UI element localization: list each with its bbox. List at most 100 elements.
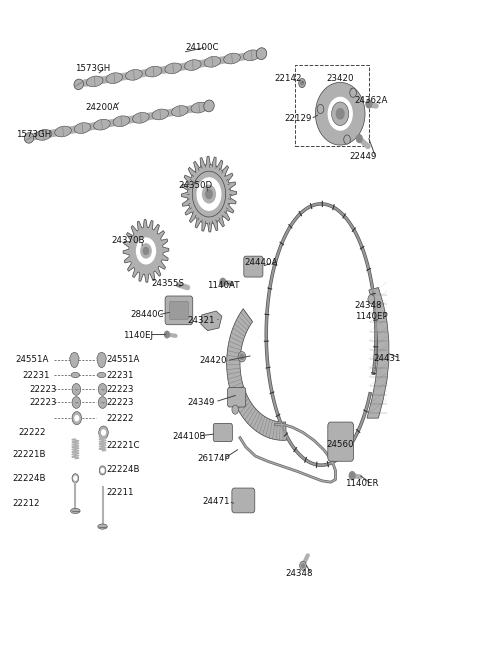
- Ellipse shape: [35, 129, 52, 140]
- Circle shape: [203, 185, 216, 203]
- Ellipse shape: [165, 63, 181, 73]
- Polygon shape: [181, 156, 237, 232]
- Text: 22223: 22223: [29, 398, 57, 407]
- Circle shape: [98, 384, 107, 396]
- FancyBboxPatch shape: [228, 388, 246, 407]
- Text: 24551A: 24551A: [107, 355, 140, 364]
- Text: 22231: 22231: [23, 371, 50, 380]
- Ellipse shape: [191, 102, 207, 113]
- Circle shape: [332, 102, 349, 125]
- Circle shape: [141, 244, 151, 258]
- Circle shape: [336, 108, 344, 119]
- Text: 24348: 24348: [286, 569, 313, 578]
- Circle shape: [299, 79, 305, 88]
- FancyBboxPatch shape: [244, 256, 263, 277]
- Text: 24440A: 24440A: [245, 258, 278, 267]
- Text: 1140EP: 1140EP: [355, 312, 387, 321]
- Text: 24100C: 24100C: [185, 43, 218, 52]
- Text: 22211: 22211: [107, 488, 134, 497]
- Circle shape: [366, 100, 372, 108]
- Polygon shape: [123, 220, 169, 282]
- Text: 22223: 22223: [29, 385, 57, 394]
- Ellipse shape: [224, 53, 240, 64]
- Circle shape: [75, 415, 79, 420]
- Circle shape: [74, 476, 77, 480]
- Circle shape: [240, 354, 244, 359]
- Text: 22129: 22129: [285, 114, 312, 123]
- Ellipse shape: [152, 109, 168, 120]
- Text: 24370B: 24370B: [111, 236, 144, 245]
- Text: 24410B: 24410B: [172, 432, 206, 441]
- Circle shape: [317, 104, 324, 113]
- Text: 26174P: 26174P: [197, 454, 229, 463]
- Circle shape: [72, 397, 81, 408]
- Circle shape: [300, 81, 303, 85]
- Circle shape: [102, 430, 106, 435]
- Circle shape: [238, 352, 246, 362]
- Ellipse shape: [55, 126, 72, 137]
- Text: 22142: 22142: [275, 74, 302, 83]
- Text: 28440C: 28440C: [130, 310, 164, 319]
- Ellipse shape: [94, 119, 110, 130]
- Circle shape: [136, 238, 156, 264]
- Circle shape: [98, 397, 107, 408]
- Text: 1573GH: 1573GH: [75, 64, 110, 73]
- Ellipse shape: [204, 100, 214, 112]
- Polygon shape: [315, 83, 365, 145]
- Ellipse shape: [145, 66, 162, 77]
- Ellipse shape: [71, 508, 80, 514]
- Bar: [295, 65, 369, 146]
- Circle shape: [99, 466, 106, 475]
- Circle shape: [197, 178, 221, 211]
- Polygon shape: [367, 287, 389, 418]
- Text: 24349: 24349: [188, 398, 215, 407]
- Text: 24200A: 24200A: [85, 103, 118, 112]
- Ellipse shape: [106, 73, 122, 83]
- Text: 24420: 24420: [199, 356, 227, 365]
- Text: 24560: 24560: [326, 440, 353, 449]
- Polygon shape: [201, 311, 222, 331]
- Text: 22222: 22222: [19, 428, 46, 437]
- Circle shape: [220, 278, 226, 286]
- FancyBboxPatch shape: [169, 301, 189, 319]
- Circle shape: [232, 405, 239, 414]
- Text: 22221C: 22221C: [107, 441, 140, 450]
- Text: 22212: 22212: [13, 499, 40, 508]
- Ellipse shape: [97, 373, 106, 378]
- Text: 24355S: 24355S: [152, 279, 185, 288]
- Text: 1140ER: 1140ER: [345, 479, 379, 488]
- Text: 22221B: 22221B: [13, 450, 47, 459]
- Circle shape: [144, 247, 149, 255]
- Ellipse shape: [204, 56, 221, 67]
- Circle shape: [72, 384, 81, 396]
- Text: 24348: 24348: [355, 301, 382, 310]
- Text: 22224B: 22224B: [13, 474, 47, 483]
- Ellipse shape: [74, 123, 91, 133]
- Circle shape: [165, 331, 169, 338]
- Ellipse shape: [171, 106, 188, 116]
- Text: 1140EJ: 1140EJ: [123, 331, 153, 340]
- Ellipse shape: [74, 79, 84, 90]
- Circle shape: [300, 561, 306, 570]
- Circle shape: [349, 472, 355, 480]
- Text: 22449: 22449: [350, 152, 377, 161]
- Text: 24362A: 24362A: [355, 96, 388, 105]
- Ellipse shape: [86, 76, 103, 87]
- Circle shape: [344, 135, 350, 144]
- Circle shape: [72, 474, 79, 483]
- Text: 24471: 24471: [203, 497, 230, 506]
- Text: 22223: 22223: [107, 385, 134, 394]
- FancyBboxPatch shape: [213, 423, 232, 441]
- Ellipse shape: [98, 524, 108, 529]
- Circle shape: [206, 190, 212, 199]
- Polygon shape: [227, 309, 287, 440]
- Text: 22231: 22231: [107, 371, 134, 380]
- Circle shape: [368, 295, 374, 304]
- Polygon shape: [70, 352, 79, 368]
- Circle shape: [99, 426, 108, 439]
- Ellipse shape: [243, 50, 260, 60]
- Text: 24321: 24321: [188, 316, 215, 325]
- Ellipse shape: [24, 133, 34, 143]
- Ellipse shape: [132, 112, 149, 123]
- Text: 22223: 22223: [107, 398, 134, 407]
